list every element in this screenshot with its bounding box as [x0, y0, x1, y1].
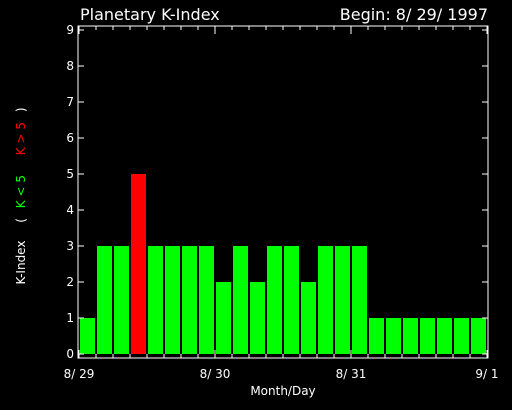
- k-index-bar: [437, 318, 452, 354]
- k-index-bar: [369, 318, 384, 354]
- k-index-bar: [148, 246, 163, 354]
- x-tick-labels: 8/ 29 8/ 30 8/ 31 9/ 1: [64, 367, 499, 381]
- k-index-bar: [335, 246, 350, 354]
- k-index-bar: [131, 174, 146, 354]
- y-tick-label: 8: [66, 59, 74, 73]
- k-index-bar: [97, 246, 112, 354]
- k-index-bar: [267, 246, 282, 354]
- x-tick-label: 9/ 1: [475, 367, 498, 381]
- x-tick-label: 8/ 30: [200, 367, 231, 381]
- y-tick-label: 2: [66, 275, 74, 289]
- k-index-bar: [233, 246, 248, 354]
- y-axis-label-low: K < 5: [14, 175, 28, 208]
- y-axis-label-open-paren: (: [14, 218, 28, 223]
- bars-group: [80, 174, 486, 354]
- k-index-bar: [199, 246, 214, 354]
- k-index-bar: [471, 318, 486, 354]
- k-index-bar: [284, 246, 299, 354]
- k-index-bar: [454, 318, 469, 354]
- chart-begin-date: Begin: 8/ 29/ 1997: [340, 5, 488, 24]
- y-tick-label: 9: [66, 23, 74, 37]
- k-index-bar: [165, 246, 180, 354]
- y-tick-label: 4: [66, 203, 74, 217]
- k-index-bar: [216, 282, 231, 354]
- y-tick-label: 3: [66, 239, 74, 253]
- y-axis-label-prefix: K-Index: [14, 241, 28, 285]
- k-index-bar: [318, 246, 333, 354]
- y-tick-labels: 0 1 2 3 4 5 6 7 8 9: [66, 23, 74, 361]
- k-index-bar: [114, 246, 129, 354]
- y-tick-label: 5: [66, 167, 74, 181]
- y-tick-label: 7: [66, 95, 74, 109]
- y-tick-label: 0: [66, 347, 74, 361]
- k-index-bar: [80, 318, 95, 354]
- k-index-bar: [403, 318, 418, 354]
- y-axis-label-close-paren: ): [14, 107, 28, 112]
- k-index-bar: [352, 246, 367, 354]
- k-index-bar: [301, 282, 316, 354]
- x-tick-label: 8/ 29: [64, 367, 95, 381]
- x-axis-label: Month/Day: [250, 384, 315, 398]
- axes-group: [77, 25, 489, 359]
- k-index-bar: [250, 282, 265, 354]
- k-index-bar: [386, 318, 401, 354]
- y-tick-label: 6: [66, 131, 74, 145]
- k-index-bar: [420, 318, 435, 354]
- k-index-bar: [182, 246, 197, 354]
- x-tick-label: 8/ 31: [336, 367, 367, 381]
- y-tick-label: 1: [66, 311, 74, 325]
- y-axis-label: K-Index ( K < 5 K > 5 ): [14, 107, 28, 284]
- y-axis-label-high: K > 5: [14, 122, 28, 155]
- chart-title: Planetary K-Index: [80, 5, 220, 24]
